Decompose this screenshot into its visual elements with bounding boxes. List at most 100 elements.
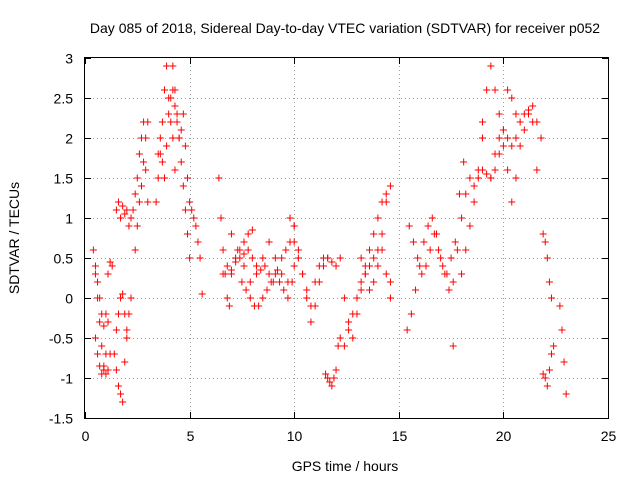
- data-point: [324, 374, 332, 382]
- data-point: [533, 166, 541, 174]
- data-point: [257, 266, 265, 274]
- data-point: [177, 126, 185, 134]
- data-point: [119, 202, 127, 210]
- data-point: [265, 238, 273, 246]
- series-arc-ac: [539, 230, 556, 302]
- data-point: [244, 230, 252, 238]
- data-point: [428, 214, 436, 222]
- data-point: [100, 366, 108, 374]
- data-point: [386, 294, 394, 302]
- data-point: [412, 286, 420, 294]
- y-tick-label: 2.5: [54, 91, 74, 107]
- data-point: [119, 398, 127, 406]
- data-point: [460, 158, 468, 166]
- data-point: [114, 310, 122, 318]
- x-tick-label: 25: [601, 428, 617, 444]
- data-point: [225, 302, 233, 310]
- data-point: [96, 294, 104, 302]
- series-arc-s: [336, 182, 394, 342]
- data-point: [253, 262, 261, 270]
- data-point: [106, 258, 114, 266]
- data-point: [135, 198, 143, 206]
- series-arc-v: [403, 214, 457, 350]
- data-point: [374, 214, 382, 222]
- data-point: [286, 214, 294, 222]
- data-point: [307, 302, 315, 310]
- data-point: [142, 134, 150, 142]
- data-point: [336, 254, 344, 262]
- data-point: [244, 246, 252, 254]
- data-point: [445, 286, 453, 294]
- y-tick-label: 0.5: [54, 251, 74, 267]
- data-point: [91, 262, 99, 270]
- data-point: [560, 358, 568, 366]
- data-point: [175, 134, 183, 142]
- data-point: [89, 246, 97, 254]
- data-point: [240, 250, 248, 258]
- x-tick-label: 20: [496, 428, 512, 444]
- data-point: [290, 262, 298, 270]
- data-point: [248, 254, 256, 262]
- data-point: [112, 206, 120, 214]
- data-point: [227, 230, 235, 238]
- data-point: [188, 206, 196, 214]
- data-point: [334, 342, 342, 350]
- data-point: [508, 142, 516, 150]
- data-point: [543, 382, 551, 390]
- data-point: [278, 254, 286, 262]
- data-point: [184, 230, 192, 238]
- data-point: [160, 174, 168, 182]
- data-point: [378, 230, 386, 238]
- data-point: [259, 254, 267, 262]
- data-point: [386, 278, 394, 286]
- data-point: [98, 370, 106, 378]
- grid: [85, 58, 608, 418]
- data-point: [487, 62, 495, 70]
- series-arc-u: [357, 246, 394, 302]
- data-point: [340, 342, 348, 350]
- data-point: [499, 142, 507, 150]
- data-point: [163, 62, 171, 70]
- data-point: [223, 262, 231, 270]
- data-point: [543, 254, 551, 262]
- series-arc-ae: [556, 302, 570, 398]
- data-point: [504, 86, 512, 94]
- data-point: [219, 246, 227, 254]
- series-arc-t: [340, 190, 394, 350]
- data-point: [169, 62, 177, 70]
- data-point: [173, 110, 181, 118]
- y-tick-label: 3: [65, 51, 73, 67]
- data-point: [240, 262, 248, 270]
- data-point: [478, 134, 486, 142]
- data-point: [102, 350, 110, 358]
- data-point: [167, 118, 175, 126]
- data-point: [96, 362, 104, 370]
- series-arc-ab: [504, 86, 541, 174]
- data-point: [328, 382, 336, 390]
- data-point: [311, 278, 319, 286]
- data-point: [453, 246, 461, 254]
- data-point: [255, 302, 263, 310]
- data-point: [119, 290, 127, 298]
- data-point: [227, 266, 235, 274]
- data-point: [290, 238, 298, 246]
- data-point: [366, 246, 374, 254]
- data-point: [414, 254, 422, 262]
- data-point: [525, 106, 533, 114]
- data-point: [556, 302, 564, 310]
- series-arc-y: [458, 142, 507, 278]
- data-point: [299, 270, 307, 278]
- series-arc-c: [91, 262, 112, 330]
- y-tick-label: 2: [65, 131, 73, 147]
- data-point: [455, 190, 463, 198]
- data-point: [223, 294, 231, 302]
- data-point: [100, 322, 108, 330]
- data-point: [91, 334, 99, 342]
- series-arc-aa: [487, 102, 545, 206]
- data-point: [508, 94, 516, 102]
- data-point: [102, 310, 110, 318]
- data-point: [315, 262, 323, 270]
- data-point: [449, 342, 457, 350]
- data-point: [114, 198, 122, 206]
- data-point: [259, 294, 267, 302]
